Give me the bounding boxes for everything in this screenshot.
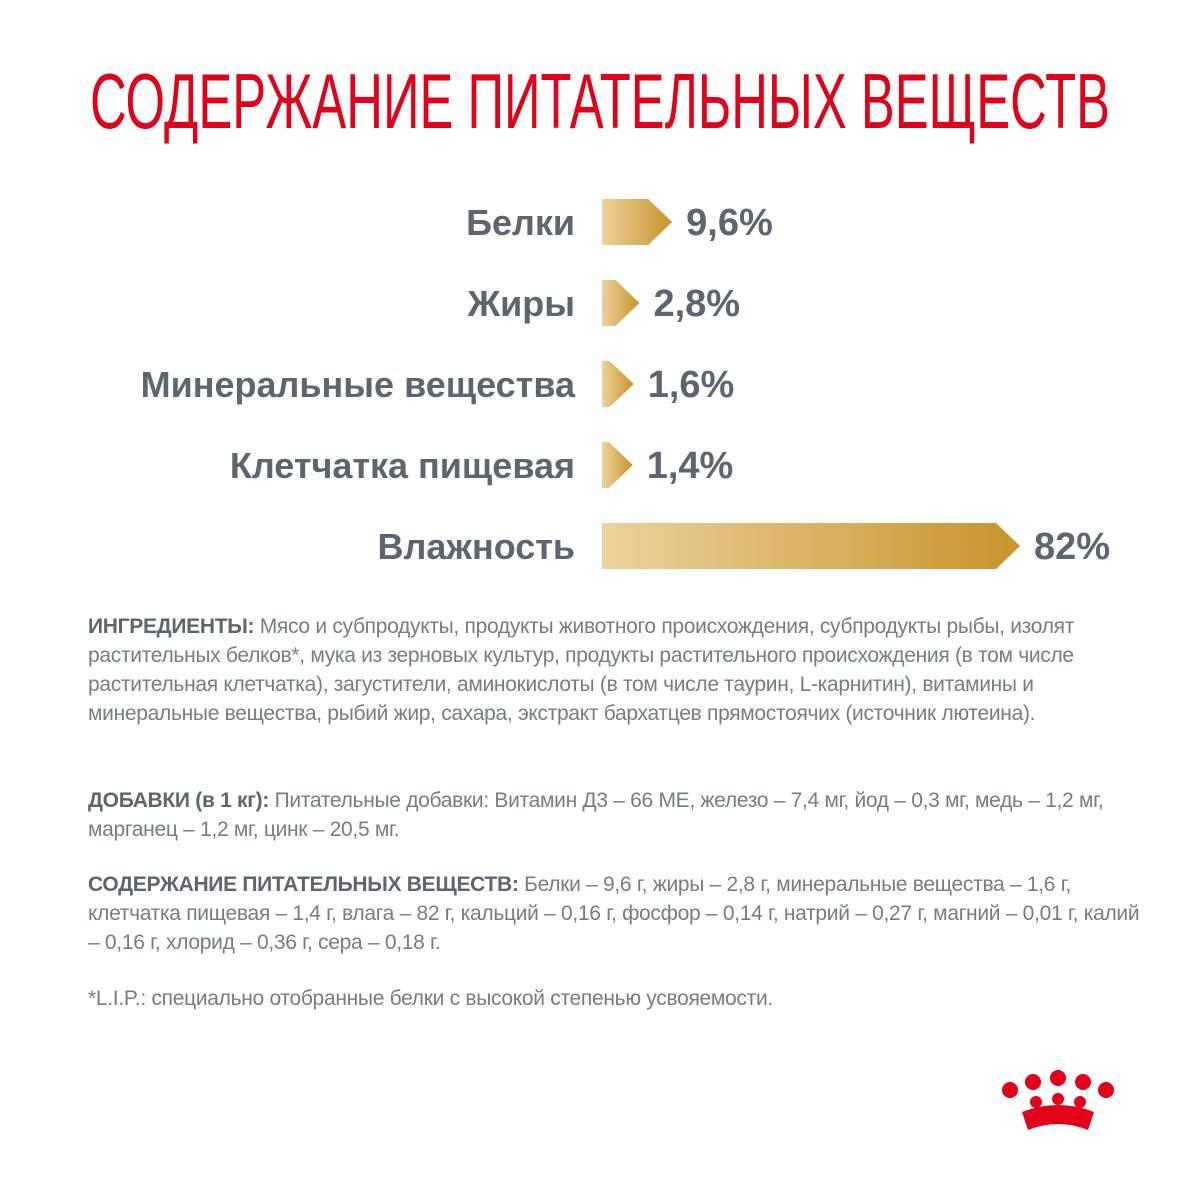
bar (602, 523, 1020, 569)
bar (602, 442, 633, 488)
chart-title: СОДЕРЖАНИЕ ПИТАТЕЛЬНЫХ ВЕЩЕСТВ (90, 57, 1110, 145)
heading: ИНГРЕДИЕНТЫ: (88, 615, 255, 638)
category-label: Влажность (378, 526, 575, 567)
value-label: 1,6% (648, 364, 735, 406)
additives: ДОБАВКИ (в 1 кг): Питательные добавки: В… (88, 786, 1148, 844)
nutrients: СОДЕРЖАНИЕ ПИТАТЕЛЬНЫХ ВЕЩЕСТВ: Белки – … (88, 870, 1148, 957)
heading: СОДЕРЖАНИЕ ПИТАТЕЛЬНЫХ ВЕЩЕСТВ: (88, 873, 519, 896)
value-label: 2,8% (653, 283, 740, 325)
text: Питательные добавки: Витамин Д3 – 66 МЕ,… (88, 789, 1104, 841)
logo (1002, 1070, 1114, 1130)
bar (602, 280, 640, 326)
text: Белки – 9,6 г, жиры – 2,8 г, минеральные… (88, 873, 1140, 954)
category-label: Жиры (467, 283, 575, 324)
bar (602, 199, 673, 245)
value-label: 1,4% (647, 445, 734, 487)
value-label: 82% (1034, 526, 1110, 568)
category-label: Минеральные вещества (141, 364, 576, 405)
bar (602, 361, 634, 407)
value-label: 9,6% (686, 202, 773, 244)
category-label: Клетчатка пищевая (230, 445, 575, 486)
footnote: *L.I.P.: специально отобранные белки с в… (88, 987, 773, 1010)
category-label: Белки (466, 202, 575, 243)
heading: ДОБАВКИ (в 1 кг): (88, 789, 270, 812)
ingredients: ИНГРЕДИЕНТЫ: Мясо и субпродукты, продукт… (88, 612, 1148, 728)
chart: СОДЕРЖАНИЕ ПИТАТЕЛЬНЫХ ВЕЩЕСТВ Белки 9,6%… (90, 57, 1110, 569)
text: Мясо и субпродукты, продукты животного п… (88, 615, 1075, 725)
